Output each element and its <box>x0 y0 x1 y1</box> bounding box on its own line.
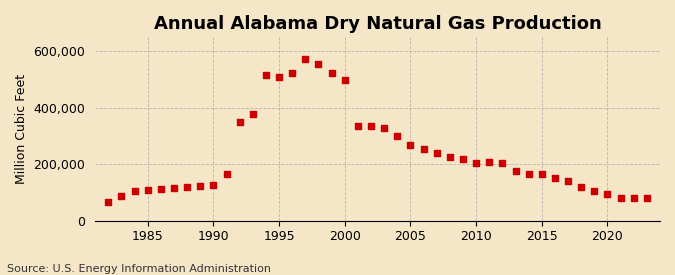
Title: Annual Alabama Dry Natural Gas Production: Annual Alabama Dry Natural Gas Productio… <box>154 15 601 33</box>
Point <box>247 111 258 116</box>
Point <box>169 186 180 190</box>
Point <box>366 124 377 128</box>
Point <box>379 125 389 130</box>
Point <box>208 182 219 187</box>
Point <box>418 147 429 151</box>
Point <box>615 196 626 200</box>
Point <box>340 78 350 82</box>
Point <box>549 176 560 181</box>
Point <box>287 70 298 75</box>
Point <box>602 192 613 196</box>
Text: Source: U.S. Energy Information Administration: Source: U.S. Energy Information Administ… <box>7 264 271 274</box>
Point <box>234 120 245 124</box>
Point <box>537 172 547 176</box>
Point <box>182 185 192 189</box>
Point <box>470 161 481 165</box>
Point <box>510 169 521 174</box>
Point <box>444 155 455 160</box>
Point <box>313 62 324 66</box>
Point <box>484 159 495 164</box>
Point <box>641 196 652 200</box>
Point <box>589 189 599 193</box>
Point <box>563 179 574 183</box>
Point <box>431 151 442 155</box>
Point <box>273 75 284 79</box>
Point <box>628 196 639 200</box>
Point <box>523 172 534 176</box>
Point <box>155 187 166 191</box>
Point <box>352 124 363 128</box>
Point <box>129 189 140 193</box>
Point <box>261 73 271 78</box>
Point <box>103 200 113 204</box>
Point <box>576 185 587 189</box>
Point <box>326 70 337 75</box>
Point <box>300 56 310 61</box>
Point <box>142 188 153 192</box>
Point <box>116 194 127 199</box>
Point <box>405 142 416 147</box>
Point <box>458 156 468 161</box>
Y-axis label: Million Cubic Feet: Million Cubic Feet <box>15 74 28 184</box>
Point <box>195 183 206 188</box>
Point <box>497 161 508 165</box>
Point <box>392 134 403 138</box>
Point <box>221 171 232 176</box>
